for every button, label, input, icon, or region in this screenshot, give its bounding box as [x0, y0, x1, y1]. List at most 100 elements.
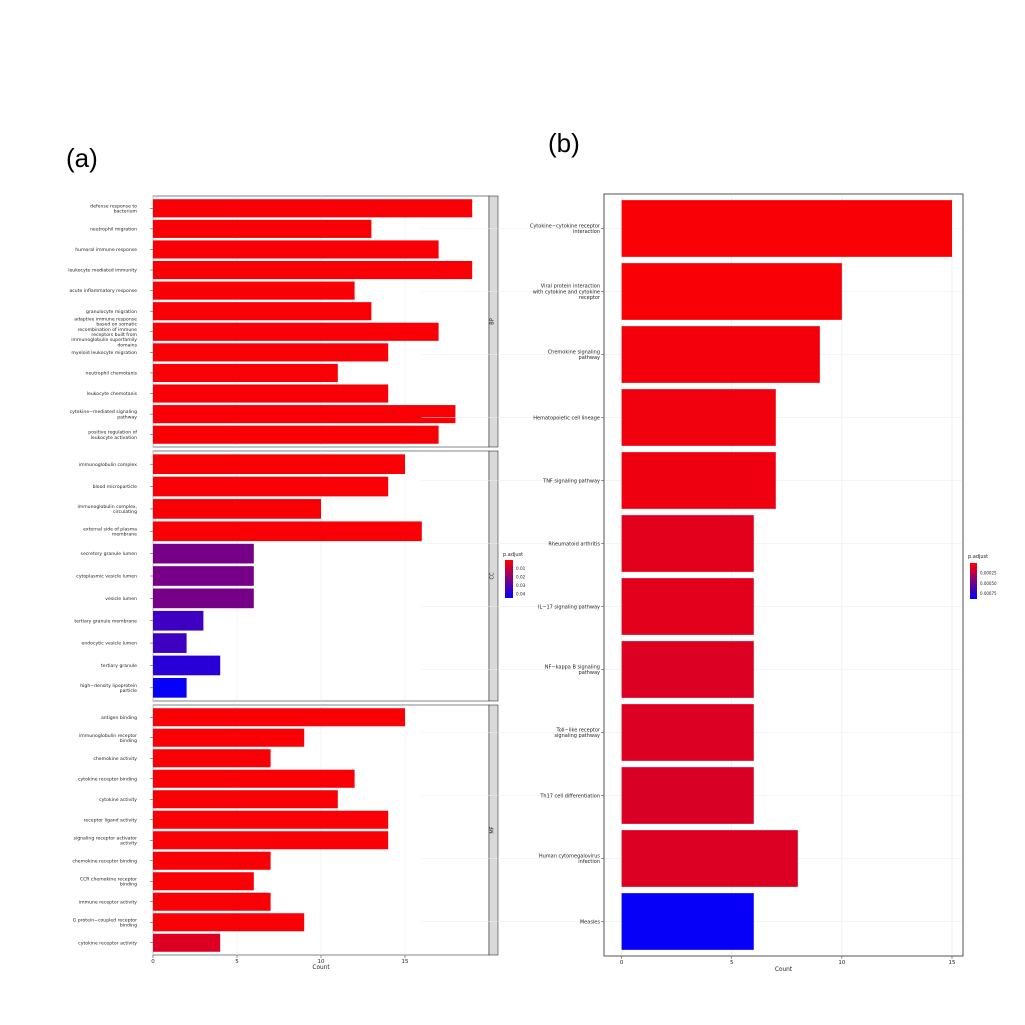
- bar-bp: [153, 384, 389, 403]
- category-label: vesicle lumen: [105, 596, 137, 602]
- bar-cc: [153, 566, 254, 586]
- category-label: acute inflammatory response: [69, 288, 137, 294]
- category-label: myeloid leukocyte migration: [71, 350, 137, 356]
- category-label: signaling receptor activator activity: [74, 835, 138, 846]
- bar-mf: [153, 933, 221, 952]
- bar-kegg: [621, 452, 776, 509]
- legend-tick-label: 0.00025: [980, 571, 997, 576]
- category-label: NF−kappa B signaling pathway: [545, 664, 600, 676]
- bar-cc: [153, 588, 254, 609]
- category-label: tertiary granule: [101, 663, 137, 669]
- category-label: cytokine activity: [99, 797, 137, 803]
- category-label: Measles: [580, 919, 601, 925]
- bar-mf: [153, 810, 389, 829]
- facet-strip-label: BP: [490, 318, 496, 324]
- bar-kegg: [621, 641, 754, 698]
- category-label: IL−17 signaling pathway: [538, 604, 600, 610]
- bar-mf: [153, 872, 254, 891]
- category-label: cytokine receptor activity: [78, 940, 137, 946]
- category-label: CCR chemokine receptor binding: [80, 876, 137, 887]
- category-label: secretory granule lumen: [81, 551, 138, 557]
- plot-panel-b: [603, 193, 964, 957]
- x-tick-label: 15: [948, 960, 955, 966]
- bar-bp: [153, 240, 439, 259]
- legend-colorbar: [505, 560, 513, 598]
- x-tick-label: 10: [318, 959, 325, 965]
- category-label: cytokine−mediated signaling pathway: [70, 409, 138, 420]
- bar-kegg: [621, 767, 754, 824]
- bar-bp: [153, 322, 439, 341]
- bar-kegg: [621, 704, 754, 761]
- category-label: TNF signaling pathway: [542, 478, 600, 484]
- x-tick-label: 10: [838, 960, 845, 966]
- bar-cc: [153, 499, 321, 519]
- category-label: G protein−coupled receptor binding: [73, 917, 137, 928]
- category-label: endocytic vesicle lumen: [82, 641, 138, 647]
- category-label: adaptive immune response based on somatic…: [71, 316, 137, 348]
- bar-mf: [153, 749, 271, 768]
- x-tick-label: 0: [620, 960, 624, 966]
- bar-bp: [153, 343, 389, 362]
- category-label: leukocyte mediated immunity: [68, 268, 137, 274]
- bar-kegg: [621, 830, 798, 887]
- category-label: Toll−like receptor signaling pathway: [554, 727, 601, 739]
- category-label: tertiary granule membrane: [74, 618, 137, 624]
- category-label: immune receptor activity: [79, 899, 137, 905]
- x-tick-label: 15: [402, 959, 409, 965]
- x-axis-title: Count: [312, 965, 330, 971]
- category-label: blood microparticle: [93, 484, 138, 490]
- bar-bp: [153, 363, 338, 383]
- facet-strip-CC: [488, 450, 499, 702]
- category-label: immunoglobulin complex: [79, 462, 137, 468]
- category-label: neutrophil chemotaxis: [86, 371, 138, 377]
- legend-colorbar: [970, 563, 977, 599]
- category-label: chemokine activity: [93, 756, 137, 762]
- legend-tick-label: 0.00050: [980, 581, 997, 586]
- bar-mf: [153, 790, 338, 809]
- category-label: immunoglobulin receptor binding: [79, 733, 137, 744]
- legend-tick-label: 0.03: [516, 583, 526, 588]
- bar-bp: [153, 425, 439, 444]
- bar-cc: [153, 476, 389, 497]
- category-label: Cytokine−cytokine receptor interaction: [530, 223, 601, 235]
- category-label: Viral protein interaction with cytokine a…: [533, 284, 601, 301]
- bar-mf: [153, 831, 389, 850]
- legend-tick-label: 0.04: [516, 591, 526, 596]
- bar-cc: [153, 454, 405, 475]
- bar-cc: [153, 543, 254, 564]
- category-label: chemokine receptor binding: [72, 858, 137, 864]
- bar-bp: [153, 302, 372, 321]
- bar-mf: [153, 913, 305, 932]
- bar-bp: [153, 219, 372, 238]
- category-label: positive regulation of leukocyte activati…: [88, 430, 137, 441]
- category-label: immunoglobulin complex, circulating: [77, 504, 137, 515]
- facet-strip-label: CC: [490, 572, 496, 579]
- facet-strip-label: MF: [490, 826, 496, 833]
- panel-label-b: (b): [548, 128, 580, 158]
- bar-cc: [153, 677, 187, 698]
- category-label: Chemokine signaling pathway: [548, 349, 600, 361]
- category-label: antigen binding: [101, 715, 137, 721]
- plot-panel-b-border: [603, 193, 964, 957]
- bar-kegg: [621, 515, 754, 572]
- bar-mf: [153, 769, 355, 788]
- bar-cc: [153, 521, 422, 542]
- bar-kegg: [621, 200, 952, 257]
- legend-tick-label: 0.00075: [980, 591, 997, 596]
- panel-label-a: (a): [66, 143, 98, 173]
- category-label: humoral immune response: [75, 247, 137, 253]
- bar-cc: [153, 633, 187, 653]
- bar-kegg: [621, 389, 776, 446]
- bar-bp: [153, 199, 473, 218]
- bar-cc: [153, 655, 221, 676]
- category-label: receptor ligand activity: [84, 817, 138, 823]
- category-label: Th17 cell differentiation: [539, 793, 600, 799]
- category-label: defense response to bacterium: [90, 203, 137, 214]
- facet-strip-BP: [488, 195, 499, 448]
- bar-bp: [153, 281, 355, 300]
- category-label: neutrophil migration: [90, 226, 137, 232]
- bar-mf: [153, 851, 271, 870]
- bar-mf: [153, 708, 405, 727]
- bar-mf: [153, 728, 305, 747]
